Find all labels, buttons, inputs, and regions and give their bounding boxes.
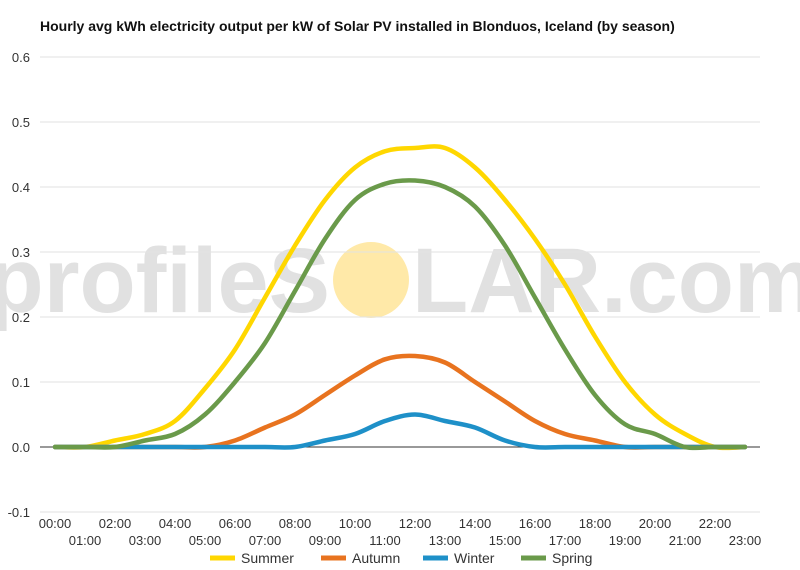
series-lines [52,144,748,451]
legend-label-winter: Winter [454,550,495,566]
y-tick-label: 0.3 [12,245,30,260]
y-tick-label: 0.6 [12,50,30,65]
series-line-summer [52,144,748,451]
chart-title: Hourly avg kWh electricity output per kW… [40,18,675,34]
x-tick-label: 02:00 [99,516,132,531]
x-tick-label: 14:00 [459,516,492,531]
series-line-winter [52,412,748,450]
x-tick-label: 17:00 [549,533,582,548]
x-tick-label: 00:00 [39,516,72,531]
x-tick-label: 11:00 [369,533,401,548]
y-tick-label: 0.4 [12,180,30,195]
x-tick-label: 08:00 [279,516,312,531]
y-tick-label: -0.1 [8,505,30,520]
x-tick-label: 16:00 [519,516,552,531]
x-tick-label: 06:00 [219,516,252,531]
legend-label-summer: Summer [241,550,294,566]
watermark: profileS LAR.com [0,230,800,332]
y-tick-label: 0.1 [12,375,30,390]
watermark-sun-icon [333,242,409,318]
x-tick-label: 09:00 [309,533,342,548]
y-axis-ticks: -0.1 0.0 0.1 0.2 0.3 0.4 0.5 0.6 [8,50,30,520]
legend: Summer Autumn Winter Spring [210,550,592,566]
y-tick-label: 0.0 [12,440,30,455]
series-line-spring [52,178,748,451]
x-tick-label: 13:00 [429,533,462,548]
x-tick-label: 15:00 [489,533,522,548]
legend-label-spring: Spring [552,550,592,566]
x-tick-label: 19:00 [609,533,642,548]
x-tick-label: 22:00 [699,516,732,531]
y-tick-label: 0.2 [12,310,30,325]
y-tick-label: 0.5 [12,115,30,130]
x-tick-label: 12:00 [399,516,432,531]
x-tick-label: 18:00 [579,516,612,531]
x-tick-label: 05:00 [189,533,222,548]
x-tick-label: 23:00 [729,533,762,548]
x-tick-label: 10:00 [339,516,372,531]
x-tick-label: 03:00 [129,533,162,548]
watermark-text-right: LAR.com [412,230,800,332]
x-tick-label: 20:00 [639,516,672,531]
legend-label-autumn: Autumn [352,550,400,566]
x-tick-label: 21:00 [669,533,702,548]
x-tick-label: 04:00 [159,516,192,531]
x-tick-label: 07:00 [249,533,282,548]
x-axis-ticks: 00:00 02:00 04:00 06:00 08:00 10:00 12:00 14:00… [39,516,762,548]
x-tick-label: 01:00 [69,533,102,548]
